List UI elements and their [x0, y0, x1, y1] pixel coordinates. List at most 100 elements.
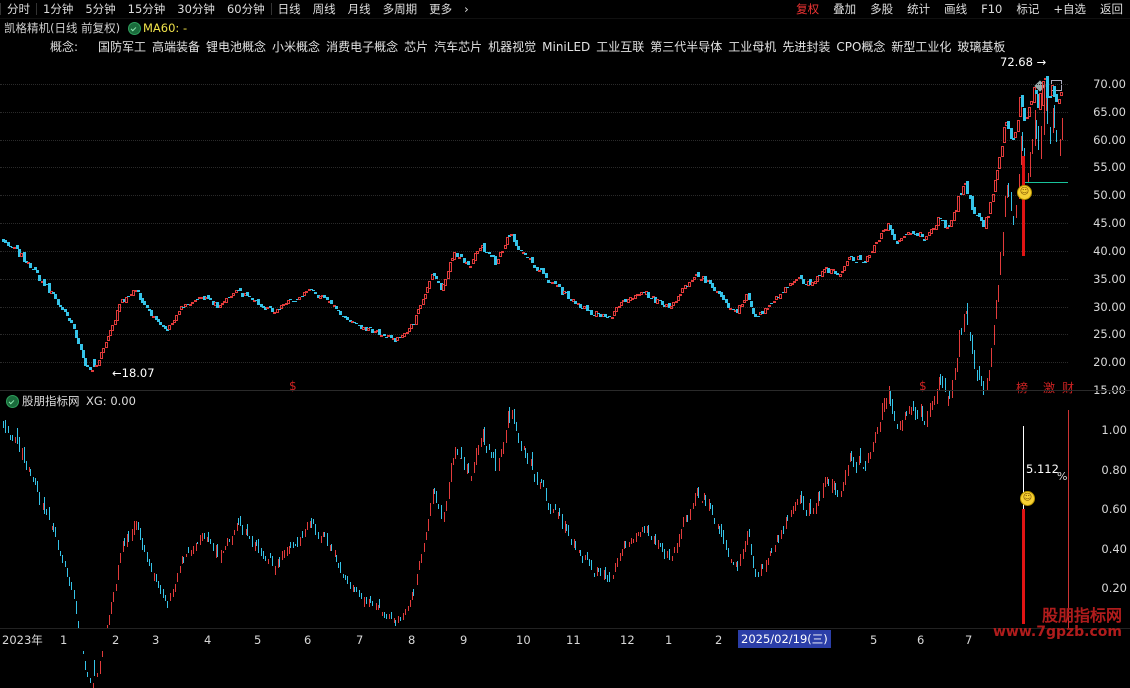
- candle: [282, 304, 286, 558]
- chart-marker[interactable]: $: [919, 379, 927, 393]
- candle: [663, 304, 667, 559]
- candle-wick: [598, 568, 600, 573]
- candle: [483, 243, 487, 445]
- tab-daily[interactable]: 日线: [277, 2, 301, 16]
- tab-1min[interactable]: 1分钟: [43, 2, 74, 16]
- candle-wick: [862, 467, 864, 469]
- candle: [353, 321, 357, 592]
- candle: [8, 245, 12, 440]
- candle-wick: [701, 501, 703, 504]
- candle-wick: [596, 566, 598, 577]
- chart-marker[interactable]: 激: [1043, 381, 1056, 395]
- candle: [396, 337, 400, 624]
- concept-tag[interactable]: 第三代半导体: [650, 40, 723, 54]
- concept-tag[interactable]: 高端装备: [152, 40, 201, 54]
- tab-more[interactable]: 更多: [429, 2, 453, 16]
- button-multistock[interactable]: 多股: [870, 2, 894, 16]
- concept-tag[interactable]: CPO概念: [836, 40, 886, 54]
- sub-emoji-marker[interactable]: ☺: [1020, 491, 1035, 507]
- signal-emoji-marker[interactable]: ☺: [1017, 184, 1032, 200]
- price-candlestick-chart[interactable]: ☺ 72.68 → ←18.07 $ $ 榜激财: [0, 55, 1074, 688]
- concept-tag[interactable]: 小米概念: [272, 40, 321, 54]
- candle: [191, 302, 195, 555]
- candle: [173, 320, 176, 593]
- toolbar-divider: [0, 3, 1, 15]
- candle-wick: [624, 541, 626, 549]
- candle-wick: [969, 332, 971, 341]
- candle: [968, 195, 972, 341]
- candle: [469, 265, 473, 481]
- button-statistics[interactable]: 统计: [907, 2, 931, 16]
- indicator-toggle-check-icon[interactable]: [6, 395, 19, 408]
- candle-wick: [520, 441, 522, 451]
- candle-wick: [849, 453, 851, 462]
- candle: [592, 314, 596, 578]
- candle-wick: [202, 533, 204, 541]
- concept-tag[interactable]: 先进封装: [782, 40, 831, 54]
- candle-wick: [389, 614, 391, 619]
- candle-wick: [981, 376, 983, 387]
- date-tick: 4: [204, 633, 212, 647]
- candle-wick: [195, 543, 197, 551]
- candle: [576, 303, 580, 553]
- concept-tag[interactable]: 工业母机: [728, 40, 777, 54]
- button-overlay[interactable]: 叠加: [833, 2, 857, 16]
- candle-wick: [921, 405, 923, 422]
- concept-tag[interactable]: 汽车芯片: [434, 40, 483, 54]
- concept-tag[interactable]: 工业互联: [596, 40, 645, 54]
- candle-wick: [254, 542, 256, 551]
- candle: [6, 242, 10, 433]
- sub-indicator-chart[interactable]: ☺ 5.112%: [0, 410, 1068, 628]
- candle-wick: [249, 536, 251, 540]
- candle: [268, 305, 272, 559]
- chart-marker[interactable]: 财: [1062, 381, 1075, 395]
- candle-wick: [433, 488, 435, 494]
- candle-wick: [89, 677, 91, 683]
- candle: [234, 290, 238, 531]
- button-f10[interactable]: F10: [981, 2, 1003, 16]
- ma-toggle-check-icon[interactable]: [128, 22, 141, 35]
- button-adjust[interactable]: 复权: [796, 2, 820, 16]
- candle-wick: [1027, 172, 1029, 183]
- concept-tag[interactable]: 机器视觉: [488, 40, 537, 54]
- button-mark[interactable]: 标记: [1016, 2, 1040, 16]
- button-add-favorite[interactable]: +自选: [1053, 2, 1086, 16]
- candle: [325, 297, 329, 547]
- concept-tag[interactable]: 芯片: [404, 40, 429, 54]
- candle-wick: [972, 335, 973, 354]
- candle-wick: [805, 510, 807, 517]
- candle-wick: [438, 504, 440, 510]
- tab-30min[interactable]: 30分钟: [177, 2, 215, 16]
- candle: [686, 285, 689, 522]
- candle: [467, 261, 471, 473]
- chart-marker[interactable]: 榜: [1016, 381, 1029, 395]
- tab-60min[interactable]: 60分钟: [226, 2, 265, 16]
- candle: [394, 338, 398, 626]
- candle-wick: [790, 510, 792, 517]
- concept-tag[interactable]: 消费电子概念: [326, 40, 399, 54]
- candle: [713, 287, 717, 524]
- concept-tag[interactable]: 国防军工: [98, 40, 147, 54]
- date-tick: 8: [408, 633, 416, 647]
- button-return[interactable]: 返回: [1100, 2, 1123, 16]
- tab-5min[interactable]: 5分钟: [85, 2, 116, 16]
- tab-weekly[interactable]: 周线: [312, 2, 336, 16]
- tab-multiperiod[interactable]: 多周期: [382, 2, 418, 16]
- candle: [378, 329, 382, 609]
- concept-tag[interactable]: 新型工业化: [891, 40, 952, 54]
- concept-tag[interactable]: MiniLED: [542, 40, 591, 54]
- chevron-right-icon[interactable]: ›: [464, 2, 469, 16]
- candle: [496, 259, 500, 472]
- tab-monthly[interactable]: 月线: [347, 2, 371, 16]
- candle-wick: [954, 368, 956, 380]
- button-drawline[interactable]: 画线: [944, 2, 968, 16]
- concept-tag[interactable]: 锂电池概念: [206, 40, 267, 54]
- candle-wick: [37, 480, 39, 493]
- tab-15min[interactable]: 15分钟: [127, 2, 166, 16]
- concept-tag[interactable]: 玻璃基板: [957, 40, 1006, 54]
- candle: [494, 255, 498, 471]
- tab-minute[interactable]: 分时: [7, 2, 30, 16]
- chart-marker[interactable]: $: [289, 379, 297, 393]
- candle-wick: [133, 521, 135, 536]
- candle: [606, 316, 610, 583]
